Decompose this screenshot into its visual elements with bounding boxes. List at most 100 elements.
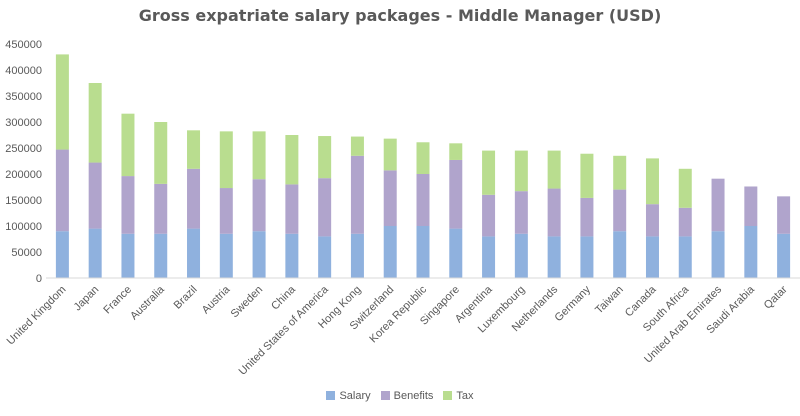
legend-label: Benefits bbox=[393, 390, 434, 402]
x-tick-label: China bbox=[269, 283, 298, 312]
bar-segment-tax bbox=[449, 143, 463, 160]
bar-segment-salary bbox=[252, 231, 266, 278]
bar-segment-benefits bbox=[482, 194, 496, 237]
bar-segment-benefits bbox=[121, 176, 135, 234]
x-tick-label: Brazil bbox=[172, 284, 200, 312]
x-tick-label: Japan bbox=[72, 284, 102, 314]
bar-segment-tax bbox=[580, 153, 594, 198]
y-tick-label: 350000 bbox=[5, 91, 42, 103]
x-tick-label: France bbox=[101, 284, 134, 317]
bar-segment-salary bbox=[580, 236, 594, 278]
y-tick-label: 300000 bbox=[5, 117, 42, 129]
bar-segment-benefits bbox=[416, 174, 430, 226]
bar-segment-tax bbox=[383, 138, 397, 171]
bar-segment-benefits bbox=[514, 191, 528, 234]
legend-swatch bbox=[326, 391, 336, 400]
bar-segment-tax bbox=[55, 54, 69, 150]
bars bbox=[55, 54, 791, 278]
chart-title: Gross expatriate salary packages - Middl… bbox=[138, 6, 662, 25]
legend-label: Tax bbox=[456, 390, 474, 402]
bar-segment-salary bbox=[154, 233, 168, 278]
bar-segment-tax bbox=[547, 150, 561, 189]
bar-segment-benefits bbox=[613, 189, 627, 232]
bar-segment-salary bbox=[482, 236, 496, 278]
x-tick-label: Germany bbox=[553, 283, 594, 324]
bar-segment-tax bbox=[514, 150, 528, 192]
bar-segment-benefits bbox=[88, 162, 102, 229]
bar-segment-salary bbox=[350, 233, 364, 278]
bar-segment-salary bbox=[547, 236, 561, 278]
bar-segment-tax bbox=[88, 83, 102, 163]
bar-segment-salary bbox=[514, 233, 528, 278]
bar-segment-salary bbox=[678, 236, 692, 278]
y-tick-label: 50000 bbox=[11, 247, 42, 259]
bar-segment-tax bbox=[482, 150, 496, 195]
bar-segment-tax bbox=[350, 136, 364, 156]
y-tick-label: 150000 bbox=[5, 195, 42, 207]
bar-segment-tax bbox=[613, 155, 627, 190]
bar-segment-benefits bbox=[187, 168, 201, 229]
legend-item-tax: Tax bbox=[443, 390, 474, 402]
x-tick-label: United Kingdom bbox=[5, 284, 69, 348]
bar-segment-tax bbox=[121, 113, 135, 177]
bar-segment-benefits bbox=[449, 159, 463, 229]
bar-segment-benefits bbox=[777, 196, 791, 234]
bar-segment-salary bbox=[449, 228, 463, 278]
bar-segment-salary bbox=[219, 233, 233, 278]
x-tick-label: Taiwan bbox=[593, 284, 626, 317]
bar-segment-benefits bbox=[285, 184, 299, 234]
bar-segment-tax bbox=[187, 130, 201, 169]
y-tick-label: 400000 bbox=[5, 65, 42, 77]
bar-segment-tax bbox=[252, 131, 266, 180]
legend-swatch bbox=[443, 391, 453, 400]
bar-segment-benefits bbox=[318, 178, 332, 237]
bar-segment-benefits bbox=[645, 204, 659, 237]
bar-segment-tax bbox=[416, 142, 430, 174]
y-axis: 0 50000 100000 150000 200000 250000 300000 3500… bbox=[5, 39, 42, 285]
bar-segment-salary bbox=[711, 231, 725, 278]
y-tick-label: 250000 bbox=[5, 143, 42, 155]
y-tick-label: 450000 bbox=[5, 39, 42, 51]
bar-segment-salary bbox=[285, 233, 299, 278]
bar-segment-benefits bbox=[711, 178, 725, 232]
bar-segment-tax bbox=[285, 135, 299, 185]
legend-item-salary: Salary bbox=[326, 390, 371, 402]
bar-segment-tax bbox=[219, 131, 233, 189]
bar-segment-salary bbox=[88, 228, 102, 278]
x-tick-label: Australia bbox=[128, 283, 167, 322]
bar-segment-salary bbox=[318, 236, 332, 278]
bar-segment-benefits bbox=[580, 197, 594, 237]
bar-segment-tax bbox=[678, 168, 692, 208]
bar-segment-benefits bbox=[55, 149, 69, 232]
y-tick-label: 200000 bbox=[5, 169, 42, 181]
legend-swatch bbox=[380, 391, 390, 400]
bar-segment-salary bbox=[777, 233, 791, 278]
bar-segment-benefits bbox=[350, 155, 364, 234]
legend-item-benefits: Benefits bbox=[380, 390, 434, 402]
bar-segment-salary bbox=[645, 236, 659, 278]
bar-segment-salary bbox=[383, 226, 397, 278]
legend-label: Salary bbox=[339, 390, 371, 402]
x-tick-label: Sweden bbox=[229, 284, 266, 321]
bar-segment-salary bbox=[187, 228, 201, 278]
bar-segment-tax bbox=[318, 136, 332, 179]
bar-segment-salary bbox=[416, 226, 430, 278]
legend: Salary Benefits Tax bbox=[0, 390, 800, 402]
bar-segment-tax bbox=[645, 158, 659, 205]
x-tick-label: Qatar bbox=[762, 283, 790, 311]
bar-segment-benefits bbox=[678, 207, 692, 237]
y-tick-label: 0 bbox=[36, 273, 42, 285]
x-tick-label: Korea Republic bbox=[367, 283, 429, 345]
bar-segment-salary bbox=[121, 233, 135, 278]
bar-segment-salary bbox=[55, 231, 69, 278]
bar-segment-tax bbox=[154, 122, 168, 184]
bar-segment-benefits bbox=[252, 179, 266, 232]
y-tick-label: 100000 bbox=[5, 221, 42, 233]
bar-segment-benefits bbox=[383, 170, 397, 226]
bar-segment-salary bbox=[613, 231, 627, 278]
bar-segment-benefits bbox=[154, 183, 168, 234]
bar-segment-benefits bbox=[547, 188, 561, 237]
